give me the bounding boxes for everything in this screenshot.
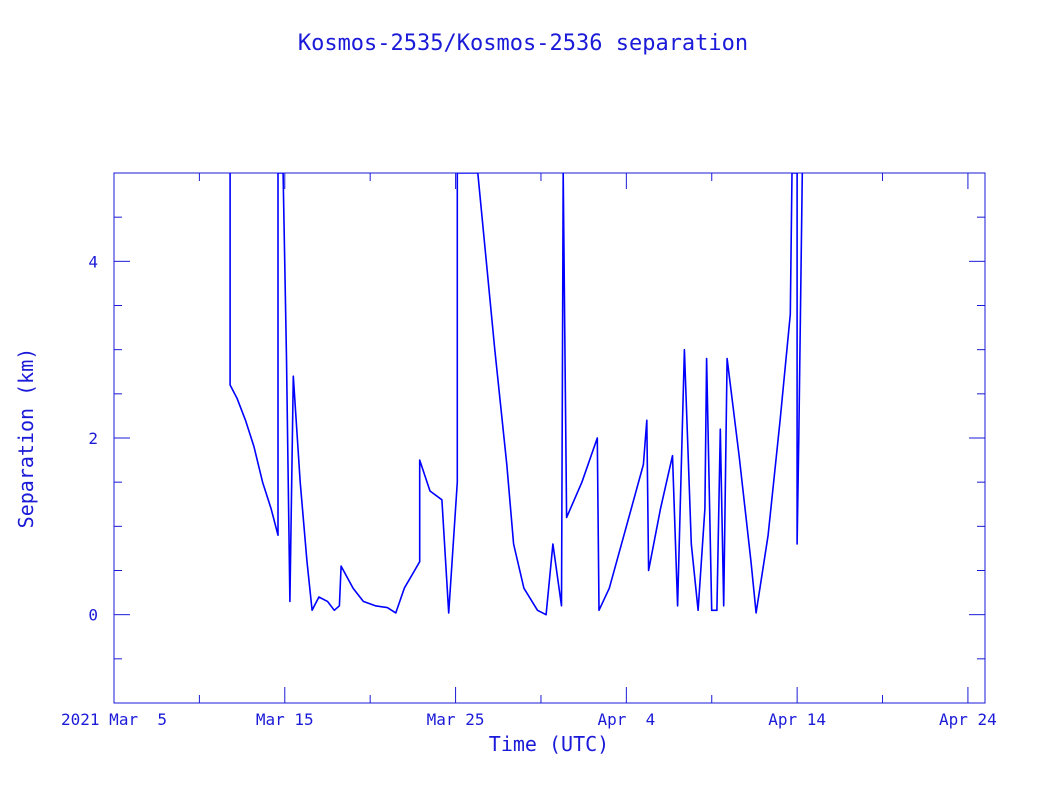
x-tick-label: Mar 15 [256, 710, 314, 729]
tick-labels: 2021 Mar 5 Mar 15 Mar 25 Apr 4 Apr 14 Apr 24 0… [61, 252, 997, 729]
x-tick-label: 2021 Mar 5 [61, 710, 167, 729]
x-tick-label: Apr 14 [768, 710, 826, 729]
y-tick-label: 0 [88, 606, 98, 625]
series-group [229, 173, 804, 616]
series-line-separation [229, 173, 804, 616]
x-tick-label: Mar 25 [427, 710, 485, 729]
axis-ticks [113, 172, 985, 704]
x-tick-label: Apr 24 [939, 710, 997, 729]
x-tick-label: Apr 4 [597, 710, 655, 729]
chart-title: Kosmos-2535/Kosmos-2536 separation [298, 31, 748, 56]
y-axis-label: Separation (km) [14, 348, 38, 529]
y-tick-label: 4 [88, 252, 98, 271]
x-axis-label: Time (UTC) [489, 732, 609, 756]
y-tick-label: 2 [88, 429, 98, 448]
plot-frame [113, 172, 986, 704]
